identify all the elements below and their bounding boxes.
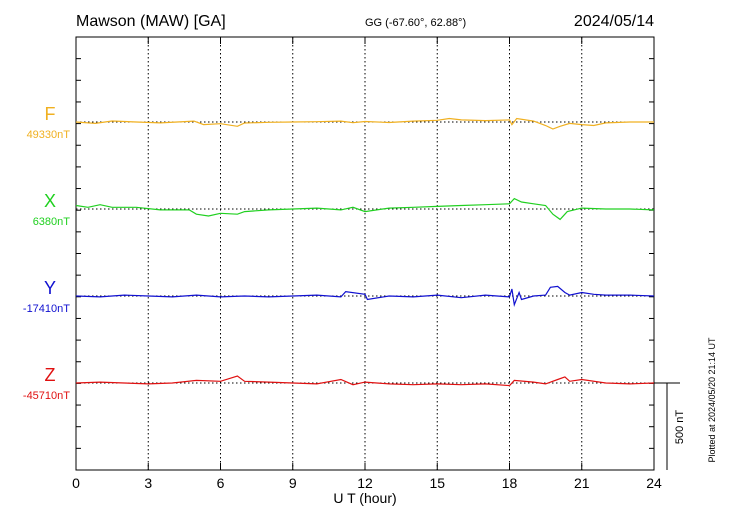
- series-name-label: Y: [44, 278, 56, 298]
- x-tick-label: 12: [357, 475, 373, 491]
- x-tick-label: 0: [72, 475, 80, 491]
- x-tick-label: 3: [144, 475, 152, 491]
- date-label: 2024/05/14: [574, 13, 654, 30]
- axis-ticks: [75, 37, 655, 471]
- plotted-at-note: Plotted at 2024/05/20 21:14 UT: [707, 337, 717, 463]
- series-line: [75, 117, 654, 130]
- x-tick-label: 24: [646, 475, 662, 491]
- series-baseline-label: -17410nT: [23, 303, 70, 315]
- series-line: [75, 375, 655, 387]
- series-line: [75, 285, 655, 307]
- vertical-grid: [147, 37, 583, 470]
- series-x: X 6380nT: [33, 191, 655, 228]
- x-tick-label: 15: [429, 475, 445, 491]
- series-y: Y -17410nT: [23, 278, 655, 315]
- series-name-label: F: [45, 104, 56, 124]
- coords-label: GG (-67.60°, 62.88°): [365, 17, 466, 29]
- x-tick-labels: 0 3 6 9 12 15 18 21 24: [72, 475, 662, 491]
- series-line: [75, 197, 655, 221]
- scale-bar-label: 500 nT: [674, 410, 686, 445]
- series-f: F 49330nT: [27, 104, 654, 141]
- x-axis-label: U T (hour): [333, 490, 396, 506]
- x-tick-label: 6: [217, 475, 225, 491]
- series-name-label: Z: [45, 365, 56, 385]
- series-baseline-label: 49330nT: [27, 129, 71, 141]
- series-baseline-label: -45710nT: [23, 390, 70, 402]
- series-baseline-label: 6380nT: [33, 216, 71, 228]
- x-tick-label: 21: [574, 475, 590, 491]
- station-title: Mawson (MAW) [GA]: [76, 13, 226, 30]
- x-tick-label: 9: [289, 475, 297, 491]
- series-z: Z -45710nT: [23, 365, 655, 402]
- series-name-label: X: [44, 191, 56, 211]
- x-tick-label: 18: [502, 475, 518, 491]
- series-layer: F 49330nT X 6380nT Y -17410nT Z -45710nT: [23, 104, 655, 402]
